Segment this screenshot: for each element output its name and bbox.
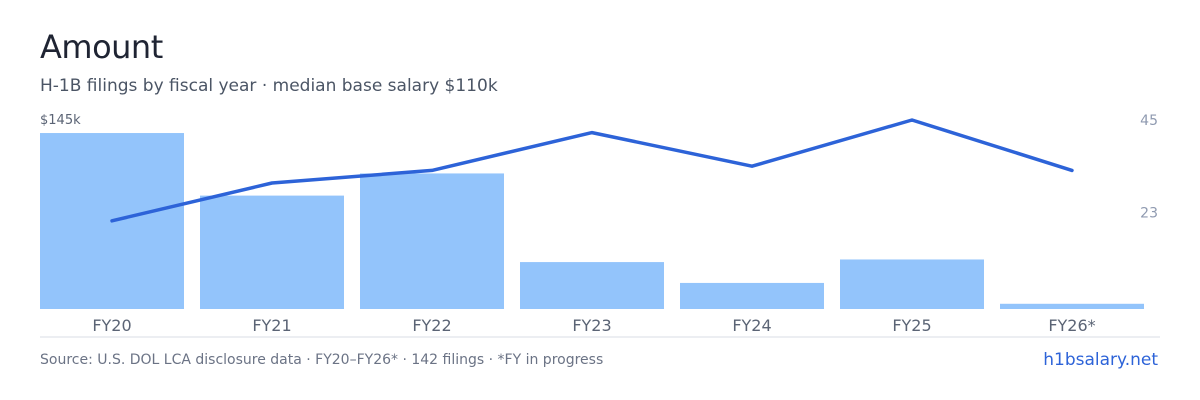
y-right-tick-label: 23	[1140, 205, 1158, 221]
bar-fy23	[520, 262, 664, 309]
x-tick-label: FY21	[252, 316, 291, 335]
site-link[interactable]: h1bsalary.net	[1043, 350, 1158, 370]
x-tick-label: FY20	[92, 316, 131, 335]
bar-fy25	[840, 259, 984, 309]
x-tick-label: FY24	[732, 316, 771, 335]
bar-fy24	[680, 282, 824, 309]
x-tick-label: FY22	[412, 316, 451, 335]
bar-fy26	[1000, 303, 1144, 309]
y-right-tick-label: 45	[1140, 113, 1158, 129]
y-left-tick-label: $145k	[40, 113, 81, 128]
chart-title: Amount	[40, 28, 163, 66]
x-tick-label: FY25	[892, 316, 931, 335]
line-series	[110, 118, 1074, 223]
x-tick-label: FY23	[572, 316, 611, 335]
source-note: Source: U.S. DOL LCA disclosure data · F…	[40, 352, 604, 368]
x-tick-label: FY26*	[1048, 316, 1095, 335]
chart-subtitle: H-1B filings by fiscal year · median bas…	[40, 76, 498, 96]
bar-fy21	[200, 195, 344, 309]
bar-fy22	[360, 173, 504, 309]
